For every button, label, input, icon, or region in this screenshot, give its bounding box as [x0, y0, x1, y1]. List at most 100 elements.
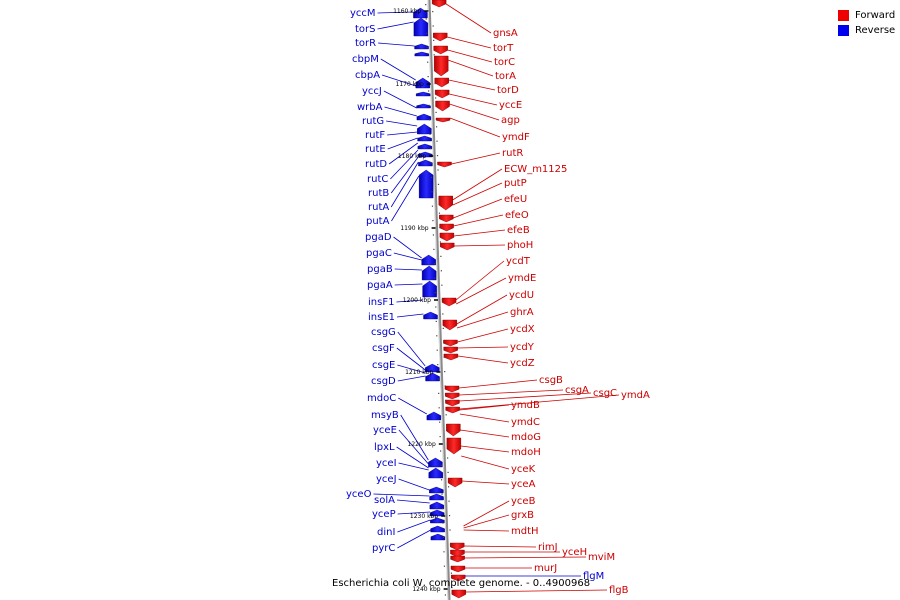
minor-tick — [439, 421, 441, 423]
forward-feature — [434, 77, 449, 88]
minor-tick — [430, 176, 433, 178]
minor-tick — [443, 565, 446, 567]
minor-tick — [438, 212, 441, 214]
label-connector — [465, 589, 608, 593]
label-connector — [396, 313, 424, 318]
label-connector — [394, 283, 423, 286]
forward-feature — [434, 89, 450, 99]
reverse-feature — [423, 311, 438, 320]
minor-tick — [439, 241, 442, 243]
reverse-feature — [416, 103, 431, 109]
forward-gene-label: agp — [501, 115, 520, 126]
minor-tick — [430, 162, 432, 164]
minor-tick — [437, 364, 439, 366]
reverse-gene-label: wrbA — [357, 102, 383, 113]
reverse-gene-label: yceE — [373, 425, 397, 436]
reverse-gene-label: insE1 — [368, 312, 395, 323]
label-connector — [397, 529, 431, 549]
minor-tick — [425, 4, 427, 6]
forward-gene-label: efeO — [505, 210, 529, 221]
forward-gene-label: ymdA — [621, 390, 650, 401]
minor-tick — [425, 18, 427, 20]
label-connector — [396, 347, 426, 371]
label-connector — [378, 42, 415, 47]
reverse-feature — [426, 411, 442, 421]
reverse-gene-label: dinI — [377, 527, 395, 538]
label-connector — [449, 117, 501, 138]
forward-gene-label: gnsA — [493, 28, 518, 39]
minor-tick — [447, 457, 449, 459]
reverse-gene-label: msyB — [371, 410, 399, 421]
minor-tick — [446, 443, 448, 445]
reverse-feature — [413, 17, 429, 37]
reverse-gene-label: yceI — [376, 458, 397, 469]
forward-swatch — [838, 10, 849, 21]
reverse-feature — [425, 372, 440, 382]
label-connector — [397, 331, 426, 367]
legend-reverse-label: Reverse — [855, 25, 896, 36]
forward-gene-label: csgA — [565, 385, 589, 396]
minor-tick — [436, 155, 439, 157]
forward-feature — [440, 242, 455, 251]
reverse-feature — [425, 363, 440, 373]
forward-gene-label: ycdU — [509, 290, 534, 301]
reverse-feature — [429, 486, 444, 494]
legend-forward: Forward — [838, 8, 895, 23]
tick-label: 1220 kbp — [408, 441, 436, 448]
forward-gene-label: ECW_m1125 — [504, 164, 567, 175]
label-connector — [453, 229, 506, 237]
reverse-feature — [416, 113, 432, 121]
minor-tick — [436, 140, 438, 142]
label-connector — [377, 21, 414, 30]
forward-gene-label: torT — [493, 43, 514, 54]
label-connector — [448, 79, 496, 91]
label-connector — [394, 268, 423, 271]
label-connector — [387, 131, 418, 136]
forward-gene-label: mdoG — [511, 432, 541, 443]
reverse-feature — [417, 143, 433, 150]
reverse-gene-label: yccJ — [362, 86, 382, 97]
label-connector — [396, 299, 424, 303]
forward-gene-label: torA — [495, 71, 516, 82]
minor-tick — [428, 119, 431, 121]
reverse-gene-label: csgG — [371, 327, 396, 338]
forward-feature — [450, 555, 465, 563]
minor-tick — [433, 39, 435, 41]
forward-gene-label: torD — [497, 85, 519, 96]
minor-tick — [447, 486, 450, 488]
minor-tick — [439, 227, 441, 229]
forward-gene-label: ycdT — [506, 256, 531, 267]
forward-gene-label: yccE — [499, 100, 522, 111]
label-connector — [458, 379, 538, 389]
minor-tick — [437, 378, 439, 380]
forward-gene-label: torC — [494, 57, 515, 68]
label-connector — [460, 445, 510, 453]
legend: Forward Reverse — [838, 8, 895, 38]
tick-label: 1170 kbp — [396, 81, 424, 88]
reverse-feature — [430, 525, 445, 533]
forward-feature — [435, 117, 451, 123]
label-connector — [390, 161, 419, 208]
label-connector — [373, 493, 430, 497]
forward-gene-label: grxB — [511, 510, 534, 521]
genome-axis — [427, 0, 451, 600]
reverse-gene-label: cbpM — [352, 54, 379, 65]
forward-feature — [442, 319, 458, 331]
minor-tick — [434, 83, 436, 85]
label-connector — [388, 142, 419, 165]
minor-tick — [432, 25, 434, 27]
forward-gene-label: ycdX — [510, 324, 535, 335]
forward-feature — [437, 161, 452, 168]
minor-tick — [449, 529, 451, 531]
label-connector — [456, 294, 508, 325]
label-connector — [454, 244, 506, 247]
minor-tick — [438, 392, 440, 394]
tick-label: 1160 kbp — [393, 8, 421, 15]
reverse-feature — [415, 91, 431, 97]
minor-tick — [442, 313, 444, 315]
minor-tick — [434, 277, 436, 279]
minor-tick — [429, 133, 431, 135]
forward-gene-label: ymdE — [508, 273, 536, 284]
label-connector — [393, 252, 422, 261]
label-connector — [452, 168, 503, 201]
